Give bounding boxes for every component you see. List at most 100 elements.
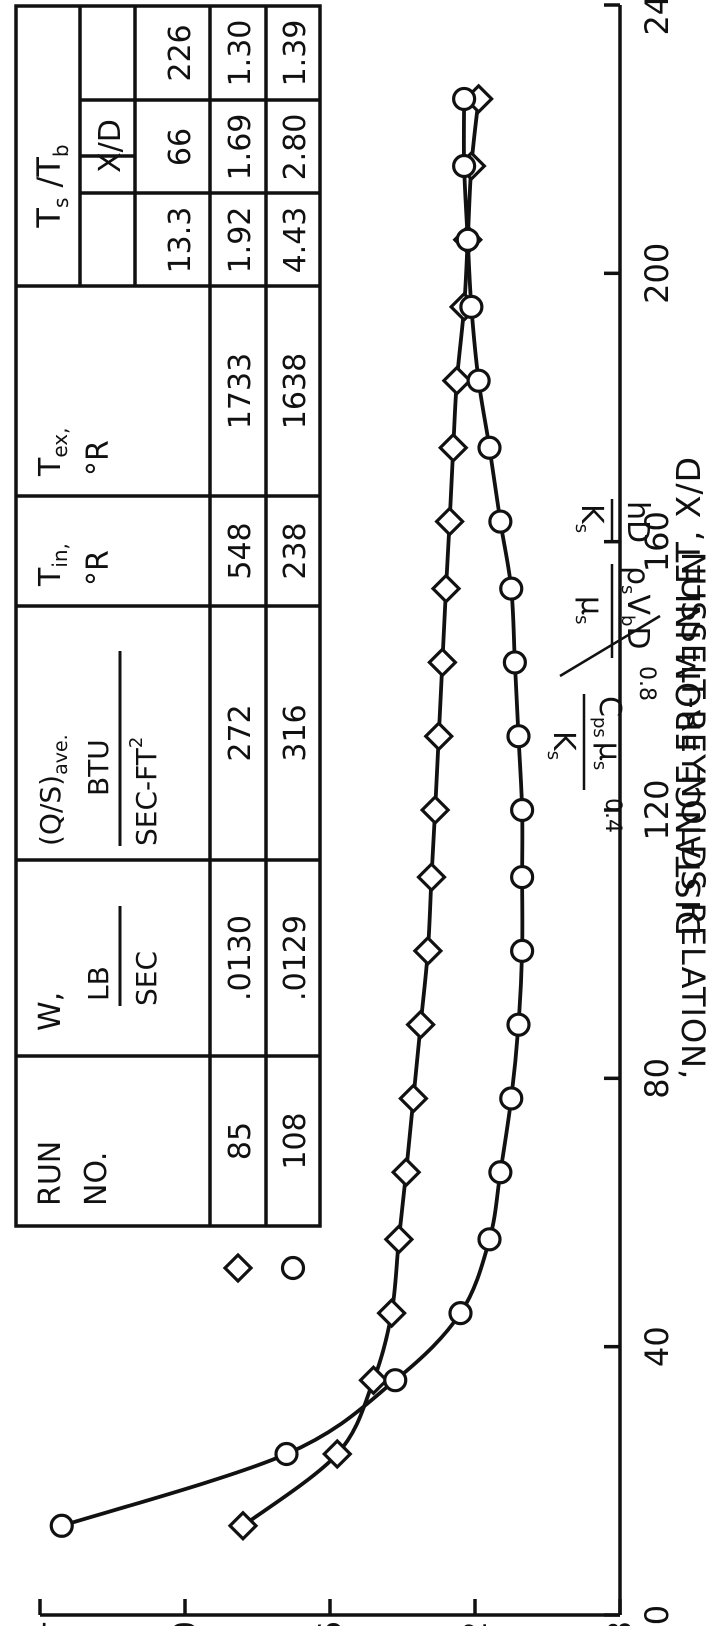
point-run-85 — [423, 720, 455, 752]
header-xd-13: 13.3 — [163, 207, 198, 274]
x-tick-label: 160 — [638, 511, 676, 572]
y-axis-label-den-den: Ks — [543, 731, 581, 760]
y-axis-label: NUSSELT-REYNOLDS RELATION, hD Ks ρsVbD μ… — [543, 499, 712, 1080]
y-axis-label-num-lhs: hD — [620, 501, 655, 543]
cell-tin: 238 — [278, 522, 313, 579]
point-run-85 — [441, 365, 473, 396]
y-axis-label-den-exp: 0.4 — [600, 798, 625, 833]
point-run-85 — [419, 794, 451, 826]
y-axis-label-den-num: Cpsμs — [589, 696, 627, 770]
cell-run: 108 — [278, 1112, 313, 1169]
point-run-85 — [427, 647, 458, 678]
x-tick-label: 40 — [638, 1326, 676, 1367]
point-run-85 — [227, 1510, 259, 1542]
header-xd: X/D — [93, 119, 128, 173]
header-q-den: SEC-FT2 — [126, 737, 163, 846]
point-run-85 — [376, 1297, 407, 1329]
y-axis-label-formula: hD Ks ρsVbD μs 0.8 Cpsμs Ks 0.4 — [543, 499, 661, 833]
y-tick-label: .026 — [311, 1621, 349, 1626]
point-run-108 — [383, 1368, 408, 1393]
y-tick-label: .034 — [21, 1621, 59, 1626]
header-tex-unit: °R — [81, 440, 116, 476]
point-run-108 — [459, 294, 484, 319]
cell-ts: 1.39 — [278, 20, 313, 87]
header-w: W, — [33, 992, 68, 1031]
header-xd-66: 66 — [163, 128, 198, 166]
cell-w: .0129 — [278, 915, 313, 1001]
header-q-num: BTU — [82, 739, 115, 796]
point-run-85 — [321, 1438, 353, 1470]
point-run-85 — [434, 506, 465, 537]
x-tick-label: 200 — [638, 243, 676, 304]
cell-ts: 1.92 — [223, 207, 258, 274]
y-tick-label: .018 — [601, 1621, 639, 1626]
point-run-108 — [506, 1012, 531, 1037]
x-tick-label: 240 — [638, 0, 676, 36]
cell-q: 272 — [223, 704, 258, 761]
point-run-108 — [49, 1513, 74, 1538]
cell-ts: 4.43 — [278, 207, 313, 274]
point-run-85 — [430, 573, 462, 604]
cell-w: .0130 — [223, 915, 258, 1001]
y-ticks: .018 .022 .026 .030 .034 — [21, 1599, 639, 1631]
x-axis-label: DISTANCE FROM INLET, X/D — [669, 456, 708, 936]
point-run-108 — [448, 1301, 473, 1326]
header-xd-226: 226 — [163, 24, 198, 81]
point-run-85 — [390, 1156, 422, 1188]
point-run-108 — [488, 509, 513, 534]
legend-marker-run-108 — [280, 1255, 306, 1281]
point-run-85 — [412, 935, 444, 967]
point-run-108 — [502, 650, 527, 675]
point-run-108 — [499, 576, 524, 601]
curve-run-108 — [61, 98, 525, 1528]
header-q: (Q/S)ave. — [34, 734, 72, 846]
x-ticks: 0 40 80 120 160 200 240 — [604, 0, 676, 1625]
y-axis-label-num-lhs-den: Ks — [571, 504, 609, 533]
y-axis-label-prefix: NUSSELT-REYNOLDS RELATION, — [674, 552, 712, 1081]
y-tick-label: .022 — [456, 1621, 494, 1626]
point-run-108 — [466, 368, 491, 393]
point-run-108 — [274, 1441, 299, 1467]
header-w-den: SEC — [130, 951, 163, 1006]
x-tick-label: 0 — [638, 1605, 676, 1625]
point-run-108 — [477, 1227, 502, 1252]
y-axis-label-num-rhs-den: μs — [571, 596, 609, 624]
point-run-108 — [452, 153, 477, 179]
cell-ts: 1.69 — [223, 114, 258, 181]
header-tin-unit: °R — [81, 550, 116, 586]
header-tex: Tex, — [33, 428, 72, 477]
x-tick-label: 80 — [638, 1058, 676, 1099]
cell-tin: 548 — [223, 522, 258, 579]
point-run-108 — [506, 724, 531, 749]
data-points — [49, 83, 535, 1542]
x-tick-label: 120 — [638, 779, 676, 840]
header-w-num: LB — [82, 966, 115, 1001]
legend-marker-run-85 — [222, 1252, 254, 1284]
data-table: RUN NO. W, LB SEC (Q/S)ave. BTU SEC-FT2 … — [14, 4, 322, 1284]
point-run-108 — [510, 797, 535, 823]
header-run: RUN — [33, 1141, 68, 1206]
point-run-108 — [499, 1086, 524, 1111]
cell-q: 316 — [278, 704, 313, 761]
point-run-108 — [477, 435, 502, 460]
point-run-108 — [510, 938, 535, 963]
point-run-85 — [437, 432, 469, 464]
header-run-no: NO. — [79, 1152, 114, 1206]
y-axis-label-num-exp: 0.8 — [634, 666, 659, 701]
point-run-85 — [416, 861, 447, 893]
cell-tex: 1638 — [278, 353, 313, 429]
cell-run: 85 — [223, 1122, 258, 1160]
cell-tex: 1733 — [223, 353, 258, 429]
cell-ts: 1.30 — [223, 20, 258, 87]
rotated-figure: RUN NO. W, LB SEC (Q/S)ave. BTU SEC-FT2 … — [14, 0, 712, 1631]
point-run-108 — [510, 864, 535, 890]
point-run-108 — [488, 1160, 513, 1185]
legend-markers — [222, 1252, 306, 1284]
y-tick-label: .030 — [166, 1621, 204, 1626]
header-ts-tb: Ts /Tb — [30, 144, 73, 228]
table-border — [14, 4, 322, 1228]
point-run-108 — [452, 86, 477, 112]
y-axis-label-slash — [559, 614, 661, 678]
